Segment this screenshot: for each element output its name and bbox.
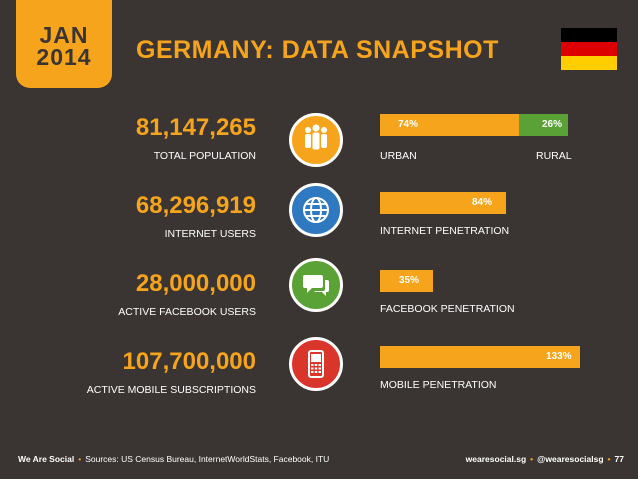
bar-fill [380,346,580,368]
footer-site[interactable]: wearesocial.sg [465,454,527,464]
footer-separator: • [607,454,611,464]
bar-fill [380,270,433,292]
stat-label: ACTIVE MOBILE SUBSCRIPTIONS [86,384,256,396]
people-icon [289,113,343,167]
footer-separator: • [530,454,534,464]
urban-rural-bar: 74% 26% [380,114,568,136]
flag-stripe-black [561,28,617,42]
footer-brand: We Are Social [18,454,75,464]
rural-pct: 26% [541,119,562,130]
mobile-penetration-bar: 133% [380,346,580,368]
germany-flag-icon [561,28,617,70]
bar-label: FACEBOOK PENETRATION [380,303,515,315]
stat-row-facebook: 28,000,000 ACTIVE FACEBOOK USERS 35% FAC… [0,258,638,348]
stat-value: 28,000,000 [135,270,256,297]
stat-label: TOTAL POPULATION [153,150,256,162]
stat-value: 107,700,000 [122,348,256,375]
date-year: 2014 [36,44,92,70]
stat-label: ACTIVE FACEBOOK USERS [118,306,256,318]
footer-sources-text: Sources: US Census Bureau, InternetWorld… [85,454,330,464]
bar-pct: 133% [546,351,572,362]
chat-icon [289,258,343,312]
footer-sources: We Are Social • Sources: US Census Bureau,… [18,454,329,464]
stat-label: INTERNET USERS [164,228,256,240]
stat-value: 81,147,265 [135,114,256,141]
flag-stripe-gold [561,56,617,70]
stat-row-population: 81,147,265 TOTAL POPULATION 74% 26% URBA… [0,113,638,192]
urban-pct: 74% [398,119,419,130]
mobile-phone-icon [289,337,343,391]
footer-handle[interactable]: @wearesocialsg [537,454,604,464]
footer-credits: wearesocial.sg • @wearesocialsg • 77 [466,454,624,464]
facebook-penetration-bar: 35% [380,270,433,292]
bar-label: MOBILE PENETRATION [380,379,497,391]
rural-bar-fill [519,114,568,136]
rural-label: RURAL [536,150,572,162]
page-title: GERMANY: DATA SNAPSHOT [136,36,499,64]
footer-page-number: 77 [614,454,624,464]
bar-pct: 35% [399,275,420,286]
bar-fill [380,192,506,214]
internet-penetration-bar: 84% [380,192,506,214]
bar-pct: 84% [472,197,493,208]
stat-row-mobile: 107,700,000 ACTIVE MOBILE SUBSCRIPTIONS … [0,337,638,426]
date-month: JAN [39,22,89,48]
stat-value: 68,296,919 [135,192,256,219]
globe-icon [289,183,343,237]
stat-row-internet: 68,296,919 INTERNET USERS 84% INTERNET P… [0,183,638,270]
bar-label: INTERNET PENETRATION [380,225,510,237]
urban-label: URBAN [380,150,417,162]
flag-stripe-red [561,42,617,56]
footer-separator: • [78,454,82,464]
urban-bar-fill [380,114,519,136]
date-badge: JAN 2014 [16,0,112,88]
